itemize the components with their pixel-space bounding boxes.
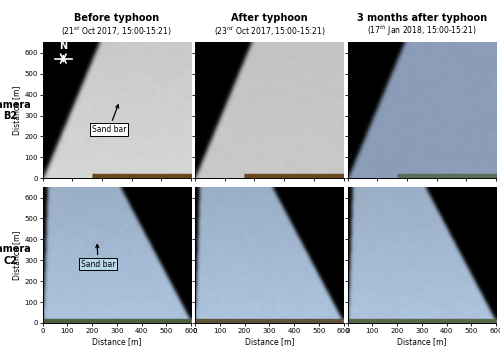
Text: (23$^{rd}$ Oct 2017, 15:00-15:21): (23$^{rd}$ Oct 2017, 15:00-15:21) <box>214 25 325 38</box>
X-axis label: Distance [m]: Distance [m] <box>244 337 294 346</box>
Text: 3 months after typhoon: 3 months after typhoon <box>356 13 487 23</box>
Text: N: N <box>59 41 68 51</box>
Text: After typhoon: After typhoon <box>231 13 308 23</box>
Text: Sand bar: Sand bar <box>81 245 116 269</box>
X-axis label: Distance [m]: Distance [m] <box>397 337 446 346</box>
Y-axis label: Distance [m]: Distance [m] <box>12 231 22 280</box>
Text: (21$^{st}$ Oct 2017, 15:00-15:21): (21$^{st}$ Oct 2017, 15:00-15:21) <box>62 25 172 38</box>
Text: Before typhoon: Before typhoon <box>74 13 160 23</box>
Text: Sand bar: Sand bar <box>92 105 126 134</box>
Text: Camera
C2: Camera C2 <box>0 244 31 266</box>
Y-axis label: Distance [m]: Distance [m] <box>12 86 22 135</box>
Text: Camera
B2: Camera B2 <box>0 100 31 121</box>
X-axis label: Distance [m]: Distance [m] <box>92 337 142 346</box>
Text: (17$^{th}$ Jan 2018, 15:00-15:21): (17$^{th}$ Jan 2018, 15:00-15:21) <box>367 24 476 38</box>
